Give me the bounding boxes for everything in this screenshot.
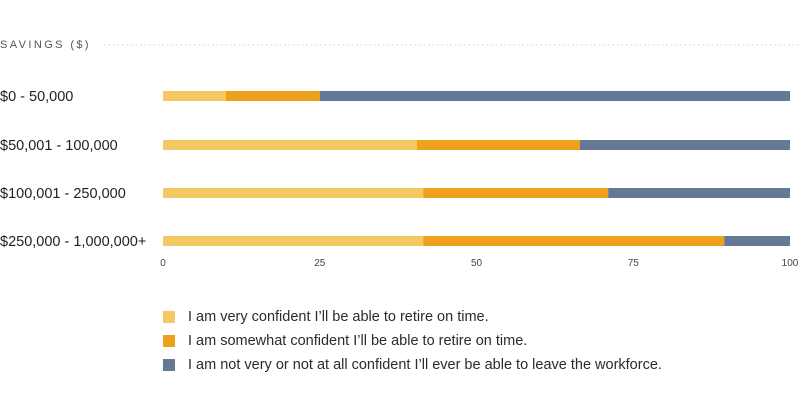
bar-segment <box>724 236 790 246</box>
bar-segment <box>423 188 609 198</box>
bar-segment <box>163 91 226 101</box>
bar-segment <box>163 140 417 150</box>
legend-swatch <box>163 311 175 323</box>
x-tick-label: 0 <box>160 258 166 269</box>
category-label: $100,001 - 250,000 <box>0 186 126 202</box>
legend-label: I am not very or not at all confident I’… <box>188 357 662 373</box>
bar-segment <box>579 140 790 150</box>
legend: I am very confident I’ll be able to reti… <box>163 305 662 377</box>
bar-segment <box>608 188 790 198</box>
category-label: $50,001 - 100,000 <box>0 138 118 154</box>
x-tick-label: 75 <box>628 258 640 269</box>
legend-label: I am very confident I’ll be able to reti… <box>188 309 489 325</box>
x-tick-label: 100 <box>782 258 799 269</box>
category-label: $0 - 50,000 <box>0 89 73 105</box>
bar-segment <box>163 236 424 246</box>
bar-segment <box>163 188 424 198</box>
legend-item: I am somewhat confident I’ll be able to … <box>163 329 662 353</box>
bar-segment <box>319 91 790 101</box>
legend-item: I am very confident I’ll be able to reti… <box>163 305 662 329</box>
stacked-bar-chart: SAVINGS ($) $0 - 50,000 $50,001 - 100,000… <box>0 39 800 269</box>
x-tick-label: 25 <box>314 258 326 269</box>
bar-segment <box>423 236 725 246</box>
x-tick-label: 50 <box>471 258 483 269</box>
legend-label: I am somewhat confident I’ll be able to … <box>188 333 528 349</box>
bar-segment <box>416 140 580 150</box>
legend-swatch <box>163 335 175 347</box>
category-label: $250,000 - 1,000,000+ <box>0 234 146 250</box>
legend-item: I am not very or not at all confident I’… <box>163 353 662 377</box>
legend-swatch <box>163 359 175 371</box>
y-axis-title: SAVINGS ($) <box>0 39 91 51</box>
bar-segment <box>225 91 320 101</box>
